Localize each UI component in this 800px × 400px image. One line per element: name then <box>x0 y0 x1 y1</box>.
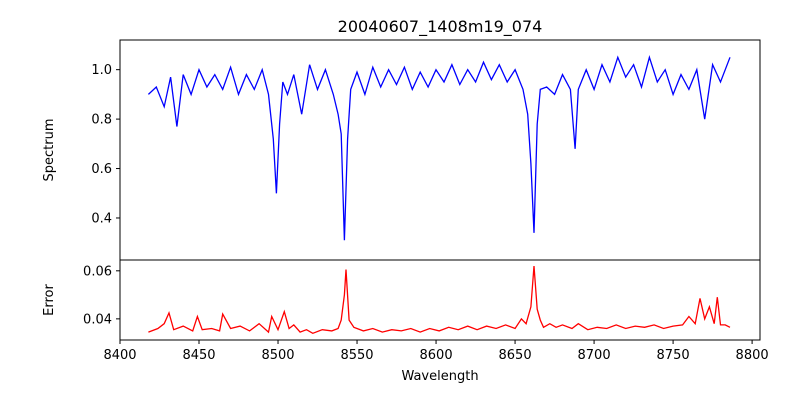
spectrum-ytick-label: 0.8 <box>91 113 112 128</box>
error-xtick-label: 8600 <box>420 348 453 363</box>
error-xtick-label: 8450 <box>182 348 215 363</box>
spectrum-yticks: 0.4 0.6 0.8 1.0 <box>91 63 120 226</box>
spectrum-series-line <box>147 54 731 241</box>
spectrum-ytick-label: 1.0 <box>91 63 112 78</box>
error-panel: 0.04 0.06 8400 8450 8500 8550 8600 8650 8700 875… <box>83 259 769 363</box>
error-xticks: 8400 8450 8500 8550 8600 8650 8700 8750 8800 <box>103 340 769 363</box>
error-xtick-label: 8650 <box>499 348 532 363</box>
error-xtick-label: 8400 <box>103 348 136 363</box>
error-xtick-label: 8800 <box>736 348 769 363</box>
error-ytick-label: 0.04 <box>83 312 112 327</box>
error-xtick-label: 8750 <box>657 348 690 363</box>
error-xtick-label: 8550 <box>340 348 373 363</box>
spectrum-ytick-label: 0.4 <box>91 211 112 226</box>
error-ylabel: Error <box>42 284 57 316</box>
chart-title: 20040607_1408m19_074 <box>338 17 543 37</box>
error-series-line <box>148 265 731 335</box>
xlabel: Wavelength <box>401 369 478 384</box>
error-axes-frame <box>119 259 761 341</box>
spectrum-ylabel: Spectrum <box>42 119 57 182</box>
spectrum-ytick-label: 0.6 <box>91 162 112 177</box>
error-xtick-label: 8500 <box>261 348 294 363</box>
error-yticks: 0.04 0.06 <box>83 264 120 327</box>
error-xtick-label: 8700 <box>578 348 611 363</box>
error-ytick-label: 0.06 <box>83 264 112 279</box>
